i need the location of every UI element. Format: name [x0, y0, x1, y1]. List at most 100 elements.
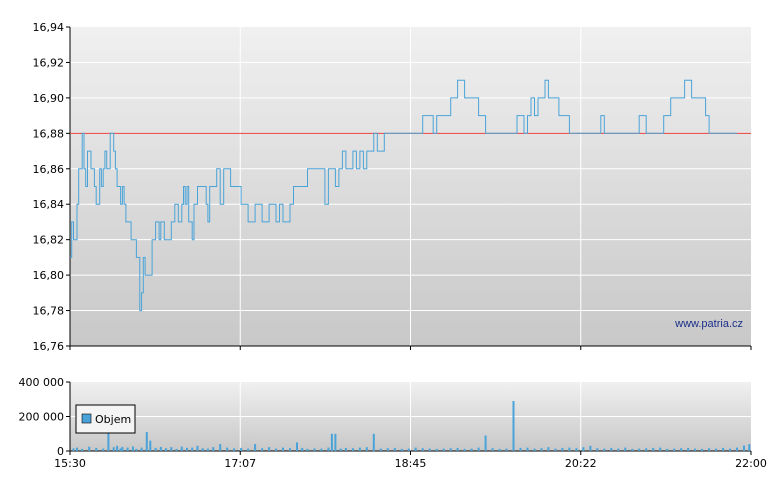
price-series-line	[70, 79, 737, 312]
volume-bar	[126, 447, 129, 451]
volume-bar	[617, 448, 620, 451]
volume-bar	[191, 447, 194, 451]
volume-bar	[400, 448, 403, 451]
volume-bar	[88, 446, 91, 451]
volume-bar	[180, 446, 183, 451]
price-y-tick-label: 16,80	[33, 269, 65, 282]
price-y-tick-label: 16,76	[33, 340, 65, 353]
volume-bar	[102, 448, 105, 451]
volume-bar	[568, 447, 571, 451]
volume-bar	[233, 448, 236, 451]
volume-bar	[680, 448, 683, 451]
volume-bar	[659, 447, 662, 451]
volume-bar	[372, 433, 375, 452]
volume-bar	[289, 448, 291, 451]
price-y-tick-label: 16,78	[33, 305, 65, 318]
volume-bar	[386, 448, 389, 451]
volume-bar	[121, 446, 124, 451]
volume-bar	[694, 448, 697, 451]
volume-bar	[715, 448, 718, 451]
volume-bar	[554, 448, 557, 451]
volume-bar	[149, 440, 152, 451]
volume-bar	[135, 448, 138, 451]
volume-bar	[282, 447, 284, 451]
volume-y-tick-label: 0	[57, 445, 64, 458]
volume-bar	[428, 448, 431, 451]
volume-bar	[219, 444, 222, 451]
volume-bar	[533, 448, 536, 451]
price-y-tick-label: 16,84	[33, 198, 65, 211]
price-y-tick-label: 16,94	[33, 21, 65, 34]
volume-bar	[247, 448, 250, 451]
volume-bar	[327, 447, 330, 451]
volume-bar	[379, 448, 382, 451]
volume-bar	[81, 448, 84, 451]
volume-bar	[330, 433, 333, 452]
volume-bar	[95, 447, 98, 451]
volume-bar	[145, 432, 148, 451]
volume-bar	[140, 447, 143, 451]
legend-label-objem: Objem	[95, 413, 131, 426]
volume-bar	[344, 447, 347, 451]
x-tick-label: 18:45	[395, 457, 427, 470]
volume-bar	[334, 433, 337, 452]
watermark: www.patria.cz	[674, 318, 743, 330]
legend-box	[75, 404, 136, 434]
price-y-tick-label: 16,82	[33, 234, 65, 247]
volume-bar	[477, 447, 480, 451]
price-y-tick-label: 16,92	[33, 56, 65, 69]
volume-bar	[116, 445, 119, 451]
volume-bar	[301, 447, 304, 451]
volume-bar	[261, 448, 264, 451]
volume-bar	[351, 448, 354, 451]
volume-bar	[582, 447, 585, 451]
volume-bar	[339, 448, 342, 451]
volume-bar	[519, 447, 522, 451]
volume-bar	[296, 442, 298, 451]
volume-bar	[589, 445, 592, 451]
volume-bar	[407, 448, 410, 451]
volume-bar	[652, 447, 655, 451]
volume-bar	[206, 448, 209, 451]
volume-bar	[170, 447, 173, 451]
volume-bar	[603, 448, 606, 451]
price-y-axis: 16,76 16,78 16,80 16,82 16,84 16,86 16,88 16,90…	[33, 21, 751, 353]
price-y-tick-label: 16,90	[33, 92, 65, 105]
volume-bar	[201, 448, 204, 451]
volume-bars	[72, 401, 751, 452]
volume-bar	[666, 448, 669, 451]
price-gridlines	[70, 27, 751, 346]
price-x-tick-marks	[69, 346, 752, 350]
volume-panel: 0 200 000 400 000 Objem 15:30 17:07 18:45 20:…	[19, 376, 767, 470]
volume-bar	[159, 446, 162, 451]
volume-bar	[393, 447, 396, 451]
volume-gridlines	[70, 382, 751, 451]
volume-bar	[165, 448, 167, 451]
volume-bar	[708, 448, 711, 451]
volume-bar	[729, 448, 731, 451]
volume-bar	[748, 444, 751, 451]
volume-bar	[561, 447, 564, 451]
volume-bar	[226, 447, 229, 451]
volume-bar	[610, 447, 613, 451]
volume-bar	[196, 445, 199, 451]
volume-bar	[175, 448, 178, 451]
volume-bar	[638, 448, 641, 451]
volume-bar	[505, 448, 508, 451]
x-tick-label: 20:22	[565, 457, 597, 470]
volume-bar	[596, 448, 599, 451]
volume-bar	[484, 435, 487, 451]
volume-bar	[212, 447, 215, 451]
volume-legend: Objem	[75, 404, 136, 434]
volume-bar	[358, 447, 361, 451]
volume-bar	[131, 446, 134, 451]
volume-bar	[491, 448, 494, 451]
volume-y-tick-label: 400 000	[19, 376, 65, 389]
volume-bar	[463, 448, 466, 451]
volume-bar	[107, 432, 110, 451]
volume-bar	[306, 448, 309, 451]
volume-bar	[268, 447, 271, 451]
volume-bar	[631, 448, 634, 451]
volume-bar	[687, 447, 690, 451]
